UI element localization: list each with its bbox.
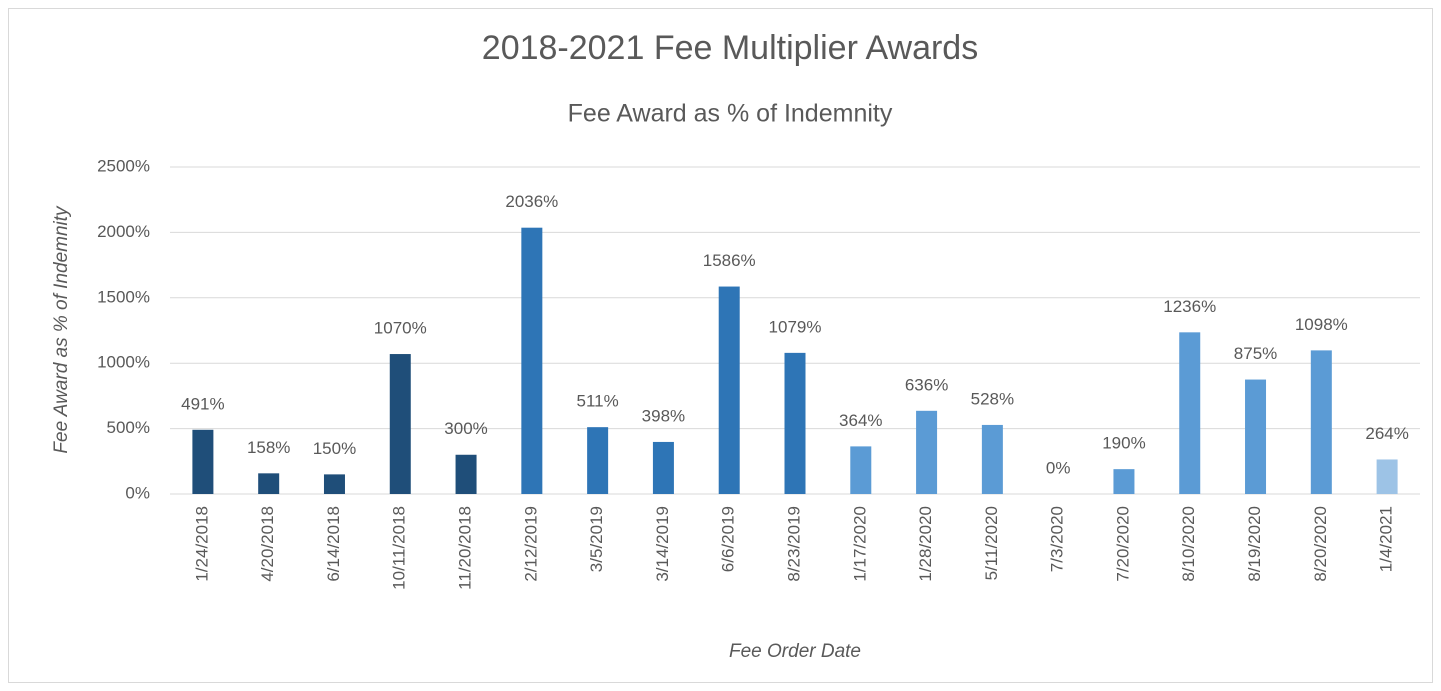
x-tick-label: 7/20/2020 — [1113, 506, 1132, 582]
data-label: 1070% — [374, 319, 427, 338]
x-tick-label: 8/10/2020 — [1179, 506, 1198, 582]
x-tick-label: 1/28/2020 — [916, 506, 935, 582]
bar — [389, 354, 411, 494]
y-tick-label: 1000% — [97, 353, 150, 372]
data-label: 264% — [1365, 424, 1408, 443]
data-label: 636% — [905, 375, 948, 394]
x-tick-label: 7/3/2020 — [1048, 506, 1067, 572]
chart-title: 2018-2021 Fee Multiplier Awards — [482, 29, 978, 67]
data-label: 158% — [247, 438, 290, 457]
bar — [1310, 350, 1332, 494]
bar — [1376, 459, 1398, 494]
x-tick-label: 3/5/2019 — [587, 506, 606, 572]
bar — [192, 429, 214, 494]
data-label: 190% — [1102, 434, 1145, 453]
bar — [323, 474, 345, 494]
data-label: 511% — [577, 392, 619, 411]
x-tick-label: 1/17/2020 — [850, 506, 869, 582]
bar — [784, 352, 806, 494]
x-tick-label: 5/11/2020 — [982, 506, 1001, 580]
bar — [718, 286, 740, 494]
bar — [1113, 469, 1135, 494]
bar — [652, 441, 674, 494]
x-tick-label: 6/6/2019 — [719, 506, 738, 572]
x-tick-label: 3/14/2019 — [653, 506, 672, 582]
x-tick-label: 11/20/2018 — [456, 506, 475, 590]
bar — [850, 446, 872, 494]
bar — [1179, 332, 1201, 494]
data-label: 300% — [444, 419, 487, 438]
data-label: 1586% — [703, 251, 756, 270]
x-tick-label: 8/23/2019 — [784, 506, 803, 582]
bar — [916, 410, 938, 494]
x-tick-label: 2/12/2019 — [521, 506, 540, 582]
data-label: 1098% — [1295, 315, 1348, 334]
y-tick-label: 0% — [125, 483, 150, 502]
y-tick-label: 2000% — [97, 222, 150, 241]
data-label: 0% — [1046, 458, 1071, 477]
x-tick-label: 10/11/2018 — [390, 506, 409, 590]
data-label: 1236% — [1163, 297, 1216, 316]
y-axis-label: Fee Award as % of Indemnity — [51, 205, 72, 454]
bar — [258, 473, 280, 494]
data-label: 398% — [642, 406, 685, 425]
data-label: 2036% — [505, 192, 558, 211]
x-tick-label: 6/14/2018 — [324, 506, 343, 582]
bar — [587, 427, 609, 494]
data-label: 491% — [181, 394, 224, 413]
y-tick-label: 2500% — [97, 156, 150, 175]
data-label: 875% — [1234, 344, 1277, 363]
x-tick-label: 1/24/2018 — [192, 506, 211, 582]
chart-subtitle: Fee Award as % of Indemnity — [568, 100, 893, 128]
bar — [455, 454, 477, 494]
x-tick-label: 1/4/2021 — [1377, 506, 1396, 572]
y-tick-label: 500% — [107, 418, 150, 437]
data-label: 364% — [839, 411, 882, 430]
y-tick-label: 1500% — [97, 287, 150, 306]
bar — [1245, 379, 1267, 494]
bar — [521, 227, 543, 494]
bar — [981, 424, 1003, 494]
x-tick-label: 8/19/2020 — [1245, 506, 1264, 582]
data-label: 528% — [971, 389, 1014, 408]
data-label: 150% — [313, 439, 356, 458]
x-tick-label: 4/20/2018 — [258, 506, 277, 582]
data-label: 1079% — [769, 317, 822, 336]
x-tick-label: 8/20/2020 — [1311, 506, 1330, 582]
x-axis-label: Fee Order Date — [729, 641, 861, 662]
